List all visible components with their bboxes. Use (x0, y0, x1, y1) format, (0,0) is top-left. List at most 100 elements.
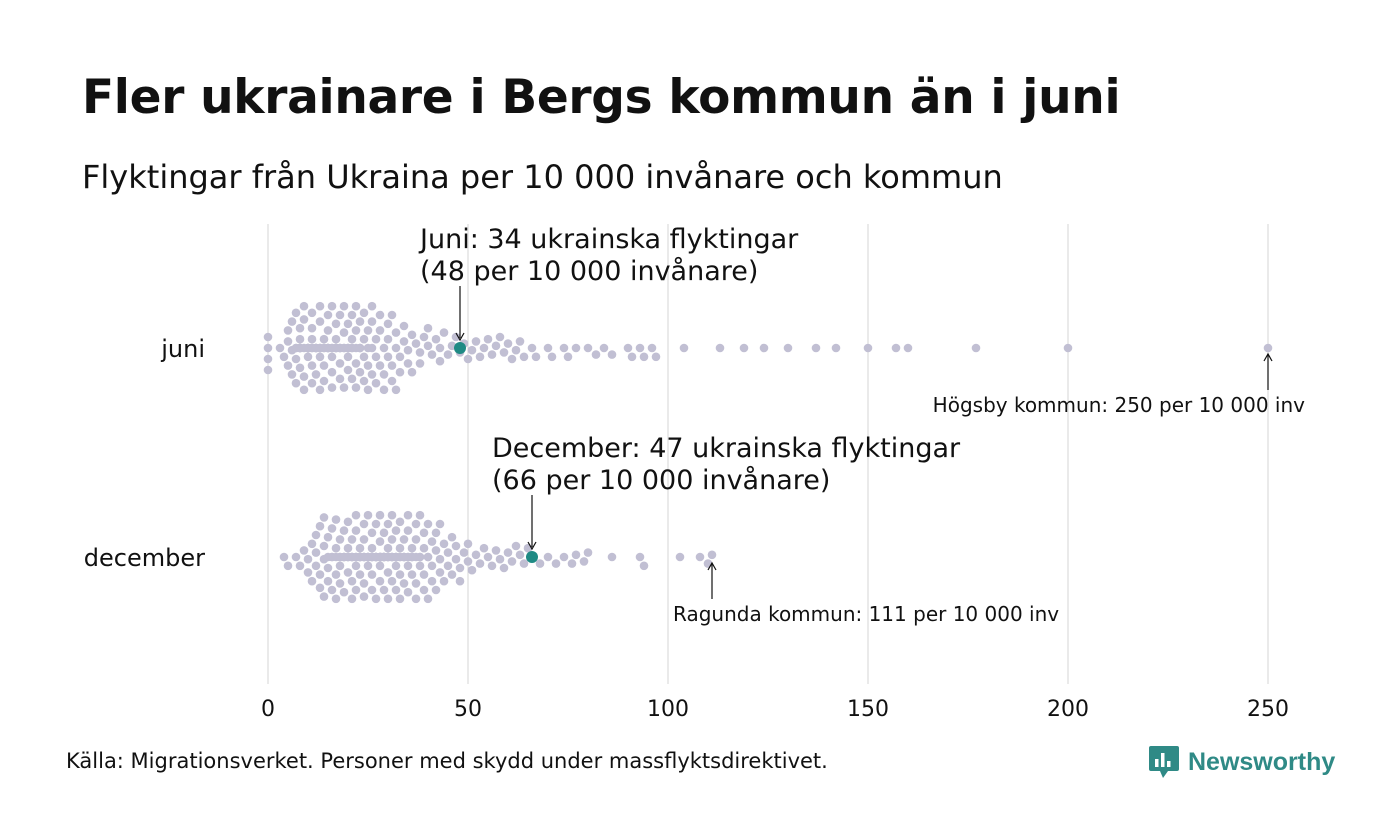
data-point (579, 557, 589, 566)
data-point (903, 343, 913, 353)
data-point (359, 579, 369, 588)
data-point (435, 519, 445, 529)
data-point (263, 365, 273, 375)
data-point (323, 532, 333, 542)
data-point (559, 343, 569, 353)
data-point (343, 352, 353, 362)
data-point (379, 343, 389, 353)
data-point (367, 543, 377, 553)
data-point (559, 552, 569, 562)
data-point (359, 535, 369, 544)
data-point (531, 352, 541, 362)
data-point (311, 561, 321, 571)
data-point (391, 561, 401, 571)
data-point (339, 328, 349, 337)
data-point (391, 343, 401, 353)
data-point (1063, 343, 1073, 353)
data-point (323, 310, 333, 320)
data-point (331, 515, 341, 524)
chart-subtitle: Flyktingar från Ukraina per 10 000 invån… (82, 158, 1003, 196)
data-point (291, 378, 301, 388)
x-tick-label: 150 (847, 697, 889, 722)
data-point (503, 339, 513, 348)
data-point (547, 352, 557, 362)
data-point (335, 374, 345, 384)
data-point (419, 332, 429, 342)
data-point (307, 576, 317, 586)
data-point (427, 561, 437, 571)
data-point (351, 585, 361, 595)
data-point (411, 535, 421, 544)
data-point (495, 332, 505, 342)
data-point (647, 343, 657, 353)
data-point (335, 535, 345, 544)
data-point (335, 561, 345, 571)
data-point (455, 576, 465, 586)
data-point (635, 552, 645, 562)
data-point (427, 350, 437, 359)
highlight-point (454, 342, 466, 354)
data-point (415, 561, 425, 571)
data-point (391, 526, 401, 535)
data-point (439, 328, 449, 337)
data-point (367, 343, 377, 353)
data-point (527, 343, 537, 353)
highlight-label-juni: (48 per 10 000 invånare) (420, 256, 758, 287)
data-point (515, 550, 525, 560)
beeswarm-chart: 0 50 100 150 200 250 juni Juni: 34 ukrainska fl… (84, 224, 1305, 722)
data-point (371, 378, 381, 388)
data-point (299, 301, 309, 311)
data-point (335, 579, 345, 588)
data-point (415, 552, 425, 562)
data-point (351, 326, 361, 335)
data-point (383, 334, 393, 344)
highlight-point (526, 551, 538, 563)
data-point (627, 352, 637, 362)
data-point (359, 308, 369, 318)
data-point (447, 532, 457, 542)
data-point (339, 587, 349, 597)
data-point (343, 517, 353, 527)
data-point (279, 352, 289, 362)
data-point (363, 510, 373, 520)
data-point (367, 528, 377, 538)
data-point (363, 361, 373, 370)
data-point (479, 543, 489, 553)
data-point (403, 587, 413, 597)
source-note: Källa: Migrationsverket. Personer med sk… (66, 749, 828, 773)
data-point (351, 510, 361, 520)
data-point (275, 343, 285, 353)
data-point (315, 521, 325, 531)
data-point (311, 530, 321, 540)
data-point (351, 359, 361, 368)
data-point (339, 301, 349, 311)
data-point (299, 546, 309, 555)
data-point (519, 352, 529, 362)
data-point (395, 543, 405, 553)
data-point (415, 348, 425, 357)
data-point (419, 585, 429, 595)
data-point (863, 343, 873, 353)
data-point (415, 359, 425, 368)
data-point (511, 345, 521, 355)
data-point (415, 510, 425, 520)
data-point (327, 367, 337, 377)
data-point (311, 548, 321, 557)
data-point (295, 561, 305, 571)
data-point (475, 352, 485, 362)
data-point (367, 570, 377, 579)
data-point (355, 343, 365, 353)
data-point (375, 537, 385, 546)
data-point (387, 535, 397, 544)
data-point (519, 559, 529, 568)
data-point (399, 337, 409, 346)
data-point (511, 541, 521, 551)
data-point (351, 561, 361, 571)
data-point (739, 343, 749, 353)
data-point (395, 570, 405, 579)
data-point (355, 367, 365, 377)
data-point (311, 370, 321, 379)
data-point (347, 310, 357, 320)
data-point (359, 334, 369, 344)
data-point (431, 334, 441, 344)
